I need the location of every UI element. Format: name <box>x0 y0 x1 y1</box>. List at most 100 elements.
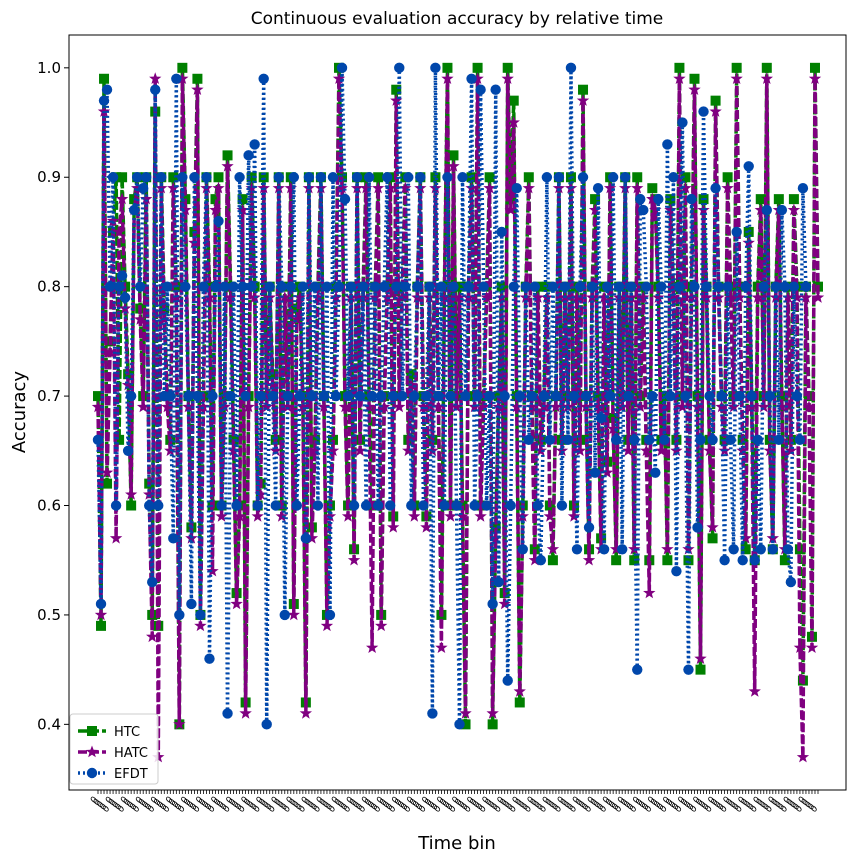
x-tick-label: 0 <box>372 804 383 815</box>
data-point <box>119 292 131 303</box>
x-tick-label: 0 <box>291 799 302 810</box>
x-tick-label: 0 <box>330 795 341 806</box>
data-point <box>484 390 495 402</box>
y-tick-label: 0.8 <box>37 278 61 296</box>
x-tick-label: 0 <box>755 797 766 808</box>
data-point <box>239 706 252 719</box>
data-point <box>460 719 471 730</box>
x-tick-label: 0 <box>179 795 190 806</box>
data-point <box>233 509 246 522</box>
x-tick-label: 0 <box>161 804 172 815</box>
data-point <box>391 281 402 292</box>
data-point <box>137 400 150 413</box>
legend-marker-efdt <box>86 767 98 779</box>
data-point <box>459 706 472 719</box>
data-point <box>441 72 454 84</box>
x-tick-label: 0 <box>803 799 814 810</box>
data-point <box>665 390 676 402</box>
data-point <box>359 181 373 194</box>
data-point <box>287 608 300 621</box>
data-point <box>722 172 733 183</box>
data-point <box>484 172 495 183</box>
data-point <box>99 73 110 84</box>
data-point <box>802 400 816 413</box>
data-point <box>219 281 230 292</box>
x-tick-label: 0 <box>713 799 724 810</box>
data-point <box>210 281 221 292</box>
data-point <box>709 105 722 117</box>
x-tick-label: 0 <box>128 801 139 812</box>
data-point <box>781 291 795 303</box>
x-tick-label: 0 <box>731 801 742 812</box>
x-tick-label: 0 <box>667 799 678 810</box>
x-tick-label: 0 <box>529 797 540 808</box>
data-point <box>656 281 667 292</box>
x-tick-label: 0 <box>267 804 278 815</box>
x-tick-label: 0 <box>701 801 712 812</box>
y-tick-label: 0.7 <box>37 387 61 405</box>
data-point <box>604 181 617 194</box>
data-point <box>366 390 378 402</box>
data-point <box>375 390 387 402</box>
data-point <box>640 444 653 457</box>
y-tick-label: 0.4 <box>37 715 61 733</box>
data-point <box>260 400 273 413</box>
data-point <box>647 390 658 402</box>
data-point <box>224 291 237 303</box>
x-tick-label: 0 <box>182 797 193 808</box>
x-tick-label: 0 <box>249 801 260 812</box>
data-point <box>502 675 513 686</box>
data-point <box>212 181 225 194</box>
data-point <box>731 62 742 73</box>
x-tick-label: 0 <box>170 799 181 810</box>
x-tick-label: 0 <box>399 801 410 812</box>
data-point <box>562 434 574 446</box>
data-point <box>285 281 297 292</box>
data-point <box>680 390 691 402</box>
data-point <box>591 400 605 413</box>
x-tick-label: 0 <box>625 801 636 812</box>
x-tick-label: 0 <box>357 804 368 815</box>
data-point <box>165 390 176 402</box>
data-point <box>258 172 269 183</box>
data-point <box>339 193 351 205</box>
x-tick-label: 0 <box>285 795 296 806</box>
data-point <box>209 203 222 216</box>
data-point <box>655 444 668 457</box>
data-point <box>372 181 385 194</box>
x-tick-label: 0 <box>791 801 802 812</box>
data-point <box>727 400 740 413</box>
data-point <box>800 281 812 292</box>
x-tick-label: 0 <box>806 801 817 812</box>
data-point <box>342 390 354 402</box>
data-point <box>278 291 291 303</box>
x-tick-label: 0 <box>472 799 483 810</box>
x-tick-label: 0 <box>143 801 154 812</box>
data-point <box>315 172 327 183</box>
data-point <box>321 281 333 292</box>
data-point <box>646 192 659 205</box>
data-point <box>662 139 673 150</box>
data-point <box>700 291 713 303</box>
x-tick-label: 0 <box>252 804 263 815</box>
data-point <box>228 281 239 292</box>
x-tick-label: 0 <box>137 797 148 808</box>
x-tick-label: 0 <box>89 795 100 806</box>
data-point <box>559 281 571 292</box>
x-tick-label: 0 <box>511 795 522 806</box>
data-point <box>600 466 614 478</box>
data-point <box>257 181 270 194</box>
data-point <box>448 281 459 292</box>
data-point <box>466 73 477 84</box>
data-point <box>667 291 680 303</box>
data-point <box>448 150 459 161</box>
x-tick-label: 0 <box>490 801 501 812</box>
x-tick-label: 0 <box>586 795 597 806</box>
data-point <box>143 488 156 500</box>
data-point <box>638 204 649 216</box>
data-point <box>683 555 694 566</box>
data-point <box>112 225 126 238</box>
data-point <box>704 390 715 402</box>
x-tick-label: 0 <box>258 797 269 808</box>
x-tick-label: 0 <box>664 797 675 808</box>
